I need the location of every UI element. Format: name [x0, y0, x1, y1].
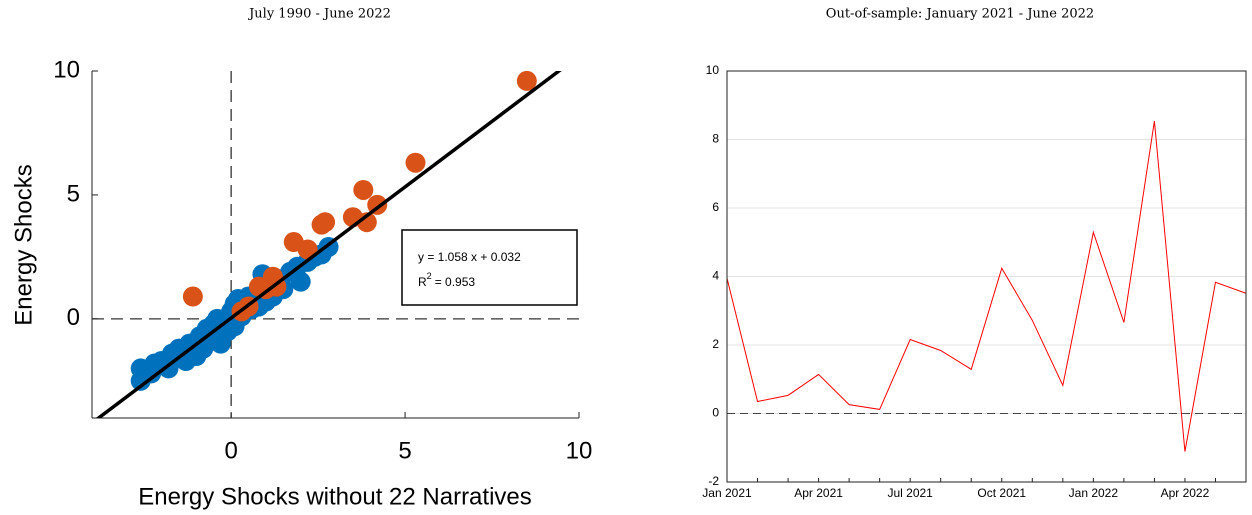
annotation: y = 1.058 x + 0.032 — [418, 250, 521, 264]
point — [182, 286, 203, 307]
y-axis-label: Energy Shocks — [10, 164, 37, 325]
y-tick-label: 0 — [67, 304, 80, 331]
annotation-box — [401, 229, 578, 306]
y-tick-label: 5 — [67, 180, 80, 207]
x-tick-label: Oct 2021 — [977, 486, 1026, 500]
y-tick-label: 4 — [712, 269, 719, 283]
y-tick-label: 0 — [712, 406, 719, 420]
y-tick-label: 2 — [712, 337, 719, 351]
plot-frame — [726, 70, 1247, 483]
chart-title: July 1990 - June 2022 — [247, 7, 391, 22]
point — [290, 271, 311, 292]
point — [207, 308, 228, 329]
point — [144, 353, 165, 374]
x-axis-label: Energy Shocks without 22 Narratives — [138, 483, 532, 510]
point — [165, 346, 186, 367]
annotation: 2 — [427, 271, 432, 281]
y-tick-label: 10 — [53, 56, 80, 83]
x-tick-label: Apr 2022 — [1161, 486, 1210, 500]
x-tick-label: Jan 2021 — [702, 486, 752, 500]
annotation: R2 = 0.953 — [418, 271, 475, 289]
x-tick-label: 0 — [224, 437, 237, 464]
line — [726, 120, 1247, 452]
y-tick-label: 10 — [706, 63, 720, 77]
fit-line — [95, 71, 562, 418]
annotation: R — [418, 275, 427, 289]
y-tick-label: 8 — [712, 132, 719, 146]
x-tick-label: Jul 2021 — [887, 486, 933, 500]
y-tick-label: -2 — [708, 474, 719, 488]
y-tick-label: 6 — [712, 200, 719, 214]
x-tick-label: Apr 2021 — [794, 486, 843, 500]
chart-title: Out-of-sample: January 2021 - June 2022 — [826, 7, 1094, 22]
point — [516, 70, 537, 91]
point — [405, 152, 426, 173]
x-tick-label: 5 — [398, 437, 411, 464]
point — [283, 232, 304, 253]
point — [353, 179, 374, 200]
point — [311, 214, 332, 235]
x-tick-label: 10 — [566, 437, 593, 464]
annotation: = 0.953 — [435, 275, 476, 289]
x-tick-label: Jan 2022 — [1069, 486, 1119, 500]
